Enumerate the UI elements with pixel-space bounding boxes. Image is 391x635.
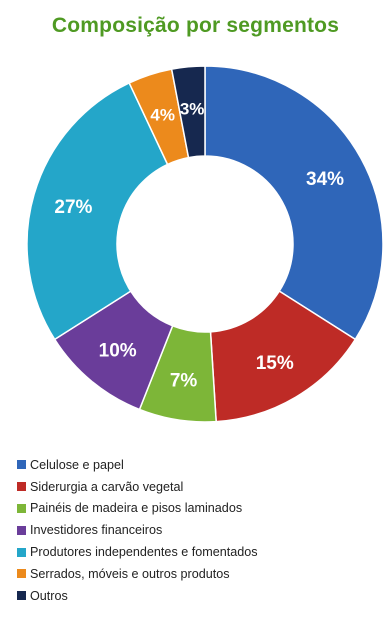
legend-swatch: [17, 482, 26, 492]
legend-label: Painéis de madeira e pisos laminados: [30, 501, 243, 516]
slice-label-6: 4%: [150, 106, 175, 125]
legend-swatch: [17, 569, 26, 579]
legend: Celulose e papel Siderurgia a carvão vege…: [17, 454, 258, 607]
legend-item: Siderurgia a carvão vegetal: [17, 476, 258, 498]
slice-2: [209, 290, 357, 423]
slice-1: [204, 65, 384, 341]
legend-item: Produtores independentes e fomentados: [17, 541, 258, 563]
legend-item: Celulose e papel: [17, 454, 258, 476]
legend-swatch: [17, 525, 26, 535]
legend-label: Celulose e papel: [30, 457, 124, 472]
legend-label: Produtores independentes e fomentados: [30, 545, 258, 560]
legend-item: Investidores financeiros: [17, 519, 258, 541]
slice-label-4: 10%: [99, 341, 137, 362]
slice-label-7: 3%: [180, 100, 205, 119]
legend-label: Siderurgia a carvão vegetal: [30, 479, 184, 494]
slice-5: [26, 81, 169, 341]
legend-item: Outros: [17, 585, 258, 607]
legend-label: Serrados, móveis e outros produtos: [30, 566, 230, 581]
legend-swatch: [17, 547, 26, 557]
slice-label-1: 34%: [306, 169, 344, 190]
slice-label-2: 15%: [256, 353, 294, 374]
legend-item: Serrados, móveis e outros produtos: [17, 563, 258, 585]
legend-item: Painéis de madeira e pisos laminados: [17, 498, 258, 520]
slice-label-3: 7%: [170, 370, 198, 391]
donut-chart: 34% 15% 7% 10% 27% 4% 3%: [26, 65, 384, 423]
legend-swatch: [17, 460, 26, 470]
legend-label: Investidores financeiros: [30, 523, 163, 538]
legend-label: Outros: [30, 588, 68, 603]
slice-label-5: 27%: [54, 197, 92, 218]
slice-7: [170, 65, 206, 159]
legend-swatch: [17, 591, 26, 601]
legend-swatch: [17, 503, 26, 513]
chart-title: Composição por segmentos: [51, 14, 340, 37]
